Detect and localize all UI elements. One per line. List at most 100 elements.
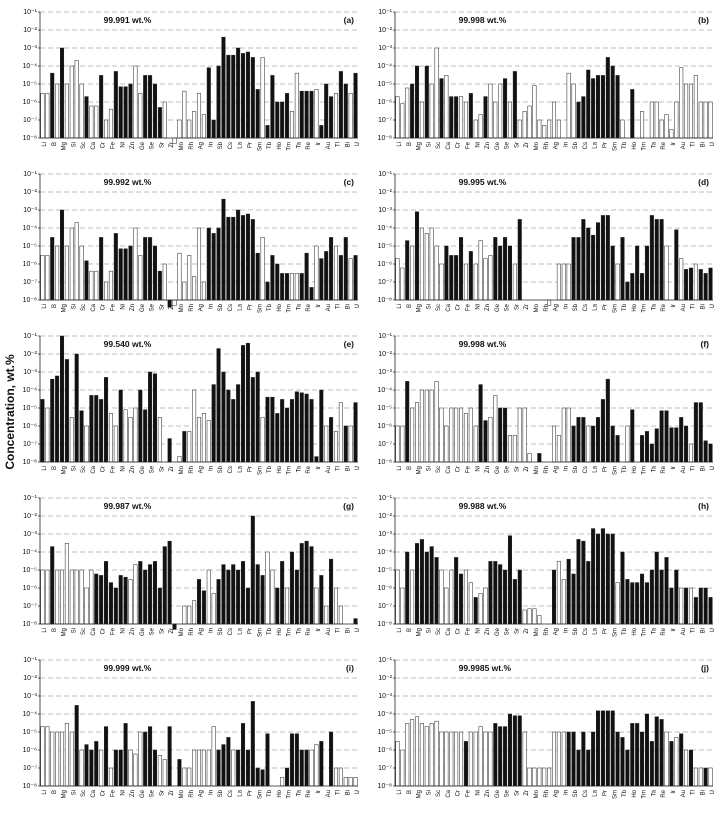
x-tick-label: Mg (62, 628, 68, 636)
bar (314, 245, 319, 301)
x-tick-label: Sr (514, 628, 520, 634)
bar (89, 105, 94, 139)
x-tick-label: Zn (485, 628, 491, 635)
bar (698, 101, 703, 139)
bar (236, 47, 241, 139)
x-tick-label: Pr (603, 790, 609, 796)
bar (245, 587, 250, 625)
bar (630, 582, 635, 625)
bar (99, 575, 104, 625)
bar (177, 119, 182, 139)
panel: 10⁻⁸ 10⁻⁷ 10⁻⁶ 10⁻⁵ 10⁻⁴ 10⁻³ 10⁻² 10⁻¹ Li B Mg Si S… (23, 657, 362, 799)
bar (498, 245, 503, 301)
x-tick-label: B (52, 790, 58, 794)
bar (600, 399, 605, 463)
x-tick-label: Tb (267, 141, 273, 149)
x-tick-label: Sb (218, 141, 224, 149)
x-tick-label: Pr (248, 628, 254, 634)
bar (99, 749, 104, 787)
bar (556, 119, 561, 139)
y-tick-label: 10⁻⁷ (23, 603, 37, 610)
x-tick-label: Cs (228, 628, 234, 635)
bar (483, 731, 488, 787)
x-tick-label: U (355, 142, 361, 146)
bar (338, 71, 343, 139)
bar (289, 399, 294, 463)
panel: 10⁻⁸ 10⁻⁷ 10⁻⁶ 10⁻⁵ 10⁻⁴ 10⁻³ 10⁻² 10⁻¹ Li B Mg Si S… (23, 495, 362, 637)
bar (576, 539, 581, 625)
bar (688, 749, 693, 787)
y-tick-label: 10⁻³ (23, 207, 37, 214)
bar (708, 101, 713, 139)
bar (285, 407, 290, 463)
x-tick-label: Bi (345, 466, 351, 471)
bar (556, 263, 561, 301)
panel-label: (c) (344, 177, 355, 187)
x-tick-label: Ag (199, 304, 205, 311)
bar (605, 710, 610, 787)
bar (556, 561, 561, 625)
x-tick-label: Rh (189, 142, 195, 150)
x-tick-label: Sr (159, 466, 165, 472)
x-tick-label: La (593, 141, 599, 148)
y-tick-label: 10⁻³ (378, 45, 392, 52)
bar (260, 417, 265, 463)
x-tick-label: Ge (140, 141, 146, 150)
bar (172, 299, 177, 306)
x-tick-label: Ag (554, 628, 560, 635)
bar (314, 587, 319, 625)
bar (157, 587, 162, 625)
bar (226, 569, 231, 625)
bar (586, 561, 591, 625)
bar (659, 119, 664, 139)
x-tick-label: Zr (524, 142, 530, 148)
bar (669, 587, 674, 625)
y-tick-label: 10⁻² (23, 675, 37, 682)
x-tick-label: Li (397, 466, 403, 471)
bar (547, 299, 552, 306)
x-tick-label: Ta (296, 141, 302, 148)
bar (586, 69, 591, 139)
x-tick-label: Sr (514, 142, 520, 148)
bar (679, 258, 684, 301)
x-tick-label: Bi (700, 304, 706, 309)
bar (353, 618, 358, 625)
bar (99, 237, 104, 301)
x-tick-label: Zn (130, 466, 136, 473)
x-tick-label: Ag (554, 466, 560, 473)
bar (113, 749, 118, 787)
bar (118, 575, 123, 625)
bar (512, 579, 517, 625)
y-tick-label: 10⁻⁶ (378, 747, 392, 754)
x-tick-label: Zr (169, 466, 175, 472)
annotation: 99.988 wt.% (459, 501, 507, 511)
bar (241, 215, 246, 301)
x-tick-label: Tl (336, 142, 342, 147)
bar (74, 353, 79, 463)
bar (113, 71, 118, 139)
bar (693, 402, 698, 463)
x-tick-label: Zn (485, 790, 491, 797)
y-tick-label: 10⁻² (23, 189, 37, 196)
x-tick-label: U (710, 304, 716, 308)
bar (493, 237, 498, 301)
x-tick-label: Rh (544, 304, 550, 312)
x-tick-label: B (407, 142, 413, 146)
x-tick-label: Cs (583, 304, 589, 311)
bar (304, 90, 309, 139)
bar (459, 731, 464, 787)
x-tick-label: Cr (101, 304, 107, 310)
bar (424, 389, 429, 463)
x-tick-label: Sb (573, 627, 579, 635)
bar (45, 726, 50, 787)
x-tick-label: Rh (544, 628, 550, 636)
bar (333, 767, 338, 787)
x-tick-label: Li (42, 628, 48, 633)
y-tick-label: 10⁻⁷ (378, 117, 392, 124)
bar (620, 551, 625, 625)
bar (60, 209, 65, 301)
x-tick-label: Ir (671, 790, 677, 794)
bar (576, 417, 581, 463)
y-tick-label: 10⁻⁵ (378, 729, 392, 736)
x-tick-label: La (238, 141, 244, 148)
